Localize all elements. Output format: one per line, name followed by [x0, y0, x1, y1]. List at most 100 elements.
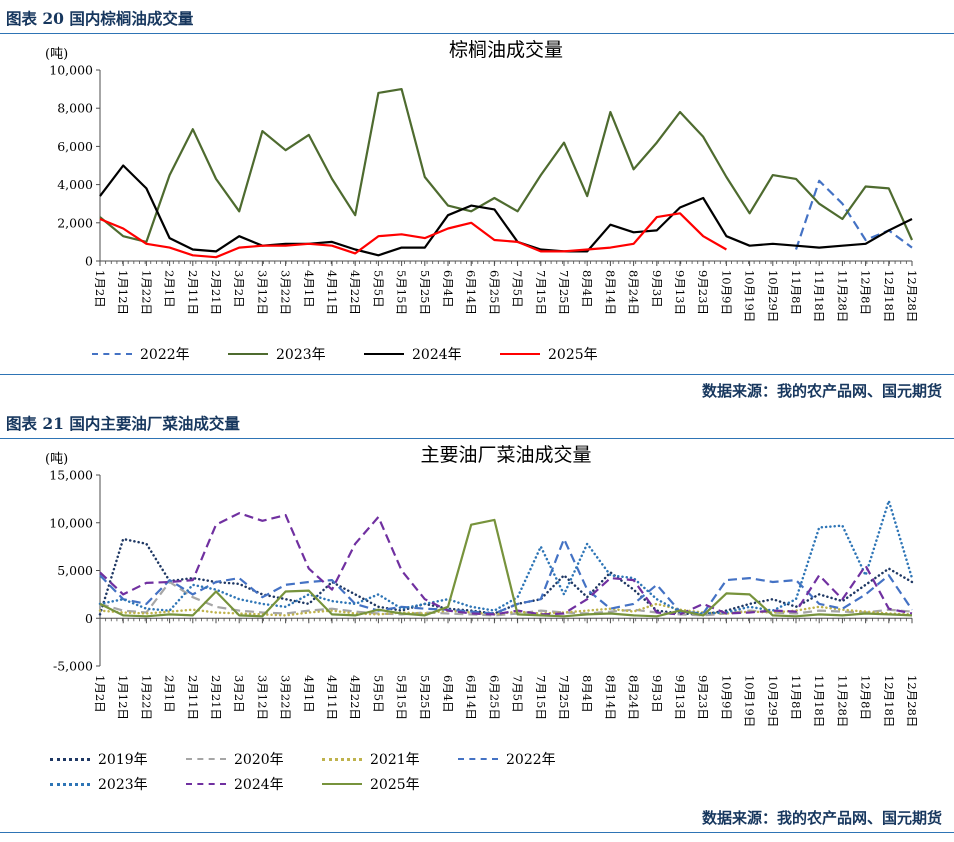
svg-text:10,000: 10,000: [49, 515, 93, 530]
rapeseed-oil-chart-block: 主要油厂菜油成交量 (吨) -5,000 0 5,000 10,000 15,000 1月2日…: [0, 439, 954, 794]
legend-label: 2019年: [98, 752, 148, 768]
svg-text:4月22日: 4月22日: [348, 270, 362, 315]
svg-text:4月1日: 4月1日: [302, 270, 316, 308]
separator-rule: [0, 374, 954, 375]
svg-text:12月8日: 12月8日: [859, 270, 873, 315]
rapeseed-oil-chart-svg: 主要油厂菜油成交量 (吨) -5,000 0 5,000 10,000 15,000 1月2日…: [45, 444, 919, 727]
svg-text:1月22日: 1月22日: [139, 675, 153, 720]
legend-row: 2022年 2023年 2024年 2025年: [92, 344, 954, 364]
svg-text:(吨): (吨): [45, 452, 68, 467]
heading-underline-2: [0, 438, 954, 439]
svg-text:(吨): (吨): [45, 47, 68, 62]
legend-marker: [500, 353, 540, 355]
legend-marker: [50, 782, 90, 786]
svg-text:9月3日: 9月3日: [650, 675, 664, 713]
svg-text:1月12日: 1月12日: [116, 270, 130, 315]
legend-label: 2024年: [234, 777, 284, 793]
svg-text:11月18日: 11月18日: [812, 270, 826, 322]
svg-text:11月18日: 11月18日: [812, 675, 826, 727]
svg-text:6月25日: 6月25日: [487, 270, 501, 315]
svg-text:2月11日: 2月11日: [186, 270, 200, 315]
legend-row: 2023年 2024年 2025年: [50, 774, 954, 794]
svg-text:主要油厂菜油成交量: 主要油厂菜油成交量: [420, 444, 591, 466]
svg-text:5,000: 5,000: [57, 563, 93, 578]
legend-marker: [322, 783, 362, 785]
svg-text:11月28日: 11月28日: [835, 675, 849, 727]
svg-text:6月14日: 6月14日: [464, 675, 478, 720]
svg-text:5月25日: 5月25日: [418, 270, 432, 315]
svg-text:4月22日: 4月22日: [348, 675, 362, 720]
svg-text:6月4日: 6月4日: [441, 675, 455, 713]
legend-label: 2025年: [370, 777, 420, 793]
legend-item-2021年: 2021年: [322, 749, 458, 769]
svg-text:2月21日: 2月21日: [209, 675, 223, 720]
svg-text:8月4日: 8月4日: [580, 270, 594, 308]
svg-text:3月22日: 3月22日: [279, 270, 293, 315]
svg-text:-5,000: -5,000: [53, 659, 93, 674]
legend-item-2022年: 2022年: [92, 344, 228, 364]
svg-text:5月25日: 5月25日: [418, 675, 432, 720]
svg-text:11月8日: 11月8日: [789, 675, 803, 720]
svg-text:12月28日: 12月28日: [905, 675, 919, 727]
svg-text:11月28日: 11月28日: [835, 270, 849, 322]
legend-label: 2024年: [412, 347, 462, 363]
svg-text:12月8日: 12月8日: [859, 675, 873, 720]
svg-text:15,000: 15,000: [49, 468, 93, 483]
data-source-text-2: 数据来源：我的农产品网、国元期货: [701, 809, 942, 827]
svg-text:5月5日: 5月5日: [371, 675, 385, 713]
legend-marker: [186, 783, 226, 785]
svg-text:3月2日: 3月2日: [232, 270, 246, 308]
legend-marker: [322, 757, 362, 761]
svg-text:5月15日: 5月15日: [395, 675, 409, 720]
svg-text:2月1日: 2月1日: [163, 270, 177, 308]
legend-item-2025年: 2025年: [322, 774, 458, 794]
legend-label: 2023年: [276, 347, 326, 363]
svg-text:10月29日: 10月29日: [766, 675, 780, 727]
svg-text:9月13日: 9月13日: [673, 675, 687, 720]
legend-item-2020年: 2020年: [186, 749, 322, 769]
svg-text:9月13日: 9月13日: [673, 270, 687, 315]
svg-text:11月8日: 11月8日: [789, 270, 803, 315]
svg-text:7月15日: 7月15日: [534, 675, 548, 720]
svg-text:10月9日: 10月9日: [719, 270, 733, 315]
legend-marker: [92, 353, 132, 355]
svg-text:棕榈油成交量: 棕榈油成交量: [449, 39, 563, 61]
legend-item-2019年: 2019年: [50, 749, 186, 769]
legend-item-2022年: 2022年: [458, 749, 594, 769]
svg-text:8月14日: 8月14日: [603, 270, 617, 315]
svg-text:6,000: 6,000: [57, 139, 93, 154]
legend-item-2023年: 2023年: [228, 344, 364, 364]
legend-label: 2020年: [234, 752, 284, 768]
svg-text:1月12日: 1月12日: [116, 675, 130, 720]
svg-text:2月1日: 2月1日: [163, 675, 177, 713]
svg-text:12月18日: 12月18日: [882, 675, 896, 727]
svg-text:3月22日: 3月22日: [279, 675, 293, 720]
svg-text:1月22日: 1月22日: [139, 270, 153, 315]
legend-item-2024年: 2024年: [186, 774, 322, 794]
svg-text:4,000: 4,000: [57, 177, 93, 192]
svg-text:9月3日: 9月3日: [650, 270, 664, 308]
svg-text:5月15日: 5月15日: [395, 270, 409, 315]
legend-label: 2022年: [140, 347, 190, 363]
svg-text:7月5日: 7月5日: [511, 675, 525, 713]
legend-marker: [186, 758, 226, 760]
svg-text:1月2日: 1月2日: [93, 270, 107, 308]
svg-text:8,000: 8,000: [57, 101, 93, 116]
svg-text:8月24日: 8月24日: [627, 675, 641, 720]
svg-text:1月2日: 1月2日: [93, 675, 107, 713]
svg-text:6月25日: 6月25日: [487, 675, 501, 720]
svg-text:7月5日: 7月5日: [511, 270, 525, 308]
svg-text:7月15日: 7月15日: [534, 270, 548, 315]
legend-item-2025年: 2025年: [500, 344, 636, 364]
svg-text:2,000: 2,000: [57, 215, 93, 230]
heading-underline: [0, 33, 954, 34]
rapeseed-oil-legend: 2019年 2020年 2021年 2022年 2023年 2024年 2025年: [0, 749, 954, 794]
svg-text:8月24日: 8月24日: [627, 270, 641, 315]
legend-marker: [364, 353, 404, 355]
svg-text:2月21日: 2月21日: [209, 270, 223, 315]
palm-oil-chart-svg: 棕榈油成交量 (吨) 0 2,000 4,000 6,000 8,000 10,000 1月2日…: [45, 39, 919, 322]
svg-text:3月12日: 3月12日: [255, 270, 269, 315]
svg-text:10月19日: 10月19日: [743, 270, 757, 322]
palm-oil-legend: 2022年 2023年 2024年 2025年: [0, 344, 954, 364]
svg-text:3月12日: 3月12日: [255, 675, 269, 720]
